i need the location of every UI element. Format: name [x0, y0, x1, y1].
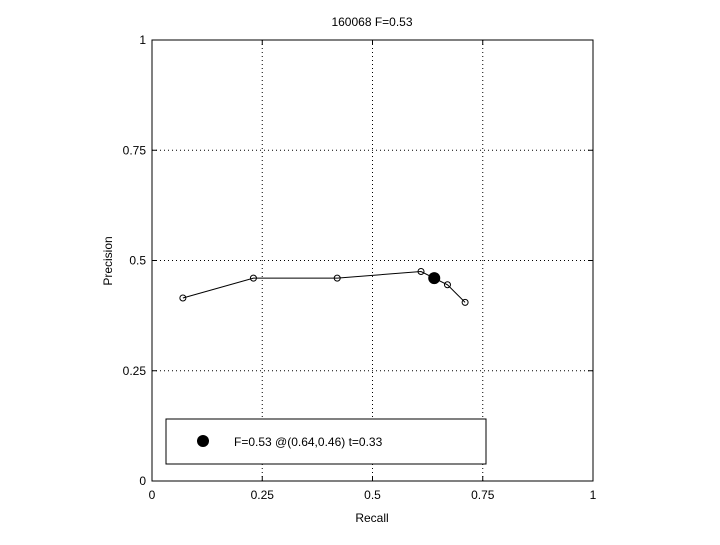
legend: F=0.53 @(0.64,0.46) t=0.33: [165, 418, 487, 465]
series: [179, 268, 469, 306]
x-tick-label: 1: [590, 488, 597, 502]
data-point: [179, 294, 187, 302]
chart-title: 160068 F=0.53: [331, 15, 412, 29]
legend-marker: [197, 435, 209, 447]
data-point: [249, 274, 257, 282]
series-line: [182, 271, 466, 303]
y-tick-label: 0.25: [123, 364, 147, 378]
legend-box: [165, 418, 487, 465]
y-axis-label: Precision: [101, 236, 115, 285]
data-point: [417, 268, 425, 276]
legend-label: F=0.53 @(0.64,0.46) t=0.33: [234, 435, 383, 449]
best-f-point: [428, 272, 441, 285]
x-axis-label: Recall: [355, 511, 388, 525]
y-tick-label: 0.75: [123, 143, 147, 157]
x-tick-label: 0.5: [364, 488, 381, 502]
y-tick-label: 0: [139, 474, 146, 488]
grid: [152, 40, 593, 481]
x-tick-label: 0.25: [251, 488, 275, 502]
x-tick-label: 0: [149, 488, 156, 502]
data-point: [461, 298, 469, 306]
y-tick-label: 0.5: [129, 254, 146, 268]
data-point: [443, 281, 451, 289]
data-point: [333, 274, 341, 282]
axis-ticks: 0 0.25 0.5 0.75 1 0 0.25 0.5 0.75 1: [123, 33, 597, 502]
x-tick-label: 0.75: [471, 488, 495, 502]
y-tick-label: 1: [139, 33, 146, 47]
